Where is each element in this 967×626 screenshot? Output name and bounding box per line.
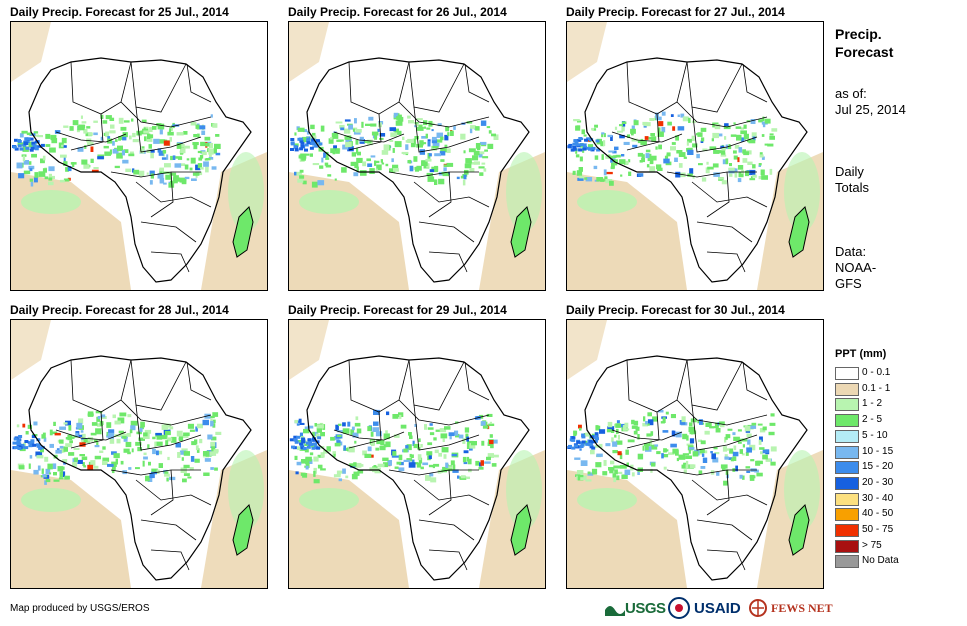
sidebar-title: Precip. Forecast	[835, 25, 893, 61]
legend-label: > 75	[862, 539, 882, 551]
legend-item: 15 - 20	[835, 461, 955, 475]
usaid-seal-icon	[668, 597, 690, 619]
legend-label: 5 - 10	[862, 429, 888, 441]
data-line3: GFS	[835, 276, 862, 291]
fews-globe-icon	[749, 599, 767, 617]
legend-label: 15 - 20	[862, 461, 894, 473]
legend-label: 1 - 2	[862, 398, 883, 410]
map-canvas	[567, 320, 823, 588]
map-canvas	[11, 22, 267, 290]
asof-label: as of:	[835, 86, 867, 101]
legend-swatch	[835, 461, 859, 475]
legend-item: 30 - 40	[835, 492, 955, 506]
africa-precip-map	[10, 21, 268, 291]
legend-label: 2 - 5	[862, 414, 883, 426]
legend-title: PPT (mm)	[835, 348, 887, 360]
legend-item: 0 - 0.1	[835, 367, 955, 380]
totals-line2: Totals	[835, 180, 869, 195]
legend-swatch	[835, 524, 859, 537]
legend-label: 40 - 50	[862, 508, 894, 520]
map-canvas	[289, 320, 545, 588]
legend-swatch	[835, 429, 859, 443]
legend-swatch	[835, 445, 859, 459]
legend-item: 5 - 10	[835, 429, 955, 443]
legend-label: 50 - 75	[862, 524, 894, 535]
fews-logo-text: FEWS NET	[771, 600, 833, 615]
legend-item: 1 - 2	[835, 398, 955, 412]
panel-title: Daily Precip. Forecast for 25 Jul., 2014	[10, 5, 229, 19]
legend-swatch	[835, 555, 859, 569]
totals-block: Daily Totals	[835, 164, 869, 196]
legend-label: 10 - 15	[862, 445, 894, 457]
africa-precip-map	[566, 21, 824, 291]
totals-line1: Daily	[835, 164, 864, 179]
legend-swatch	[835, 367, 859, 380]
panel-title: Daily Precip. Forecast for 29 Jul., 2014	[288, 303, 507, 317]
legend-item: 50 - 75	[835, 524, 955, 537]
legend-item: 2 - 5	[835, 414, 955, 428]
panel-title: Daily Precip. Forecast for 30 Jul., 2014	[566, 303, 785, 317]
sidebar-title-line2: Forecast	[835, 44, 894, 60]
africa-precip-map	[288, 319, 546, 589]
asof-date: Jul 25, 2014	[835, 102, 906, 117]
legend-item: 20 - 30	[835, 476, 955, 490]
legend-label: No Data	[862, 555, 899, 567]
usgs-logo-text: USGS	[625, 599, 666, 617]
map-credit: Map produced by USGS/EROS	[10, 603, 150, 614]
panel-title: Daily Precip. Forecast for 28 Jul., 2014	[10, 303, 229, 317]
legend-item: 10 - 15	[835, 445, 955, 459]
africa-precip-map	[10, 319, 268, 589]
panel-title: Daily Precip. Forecast for 26 Jul., 2014	[288, 5, 507, 19]
africa-precip-map	[566, 319, 824, 589]
legend-item: > 75	[835, 539, 955, 553]
legend-item: No Data	[835, 555, 955, 569]
data-line1: Data:	[835, 244, 867, 259]
usgs-logo: USGS	[605, 595, 666, 621]
map-canvas	[11, 320, 267, 588]
legend-label: 0 - 0.1	[862, 367, 891, 378]
legend-swatch	[835, 382, 859, 396]
data-source-block: Data: NOAA- GFS	[835, 244, 876, 292]
legend-item: 40 - 50	[835, 508, 955, 522]
map-canvas	[567, 22, 823, 290]
legend-item: 0.1 - 1	[835, 382, 955, 396]
sidebar-title-line1: Precip.	[835, 26, 882, 42]
legend-swatch	[835, 492, 859, 506]
legend-label: 20 - 30	[862, 476, 894, 488]
africa-precip-map	[288, 21, 546, 291]
legend-swatch	[835, 476, 859, 490]
usaid-logo-text: USAID	[694, 599, 741, 617]
asof-block: as of: Jul 25, 2014	[835, 86, 906, 118]
legend-swatch	[835, 414, 859, 428]
legend-swatch	[835, 398, 859, 412]
map-canvas	[289, 22, 545, 290]
legend-swatch	[835, 539, 859, 553]
panel-title: Daily Precip. Forecast for 27 Jul., 2014	[566, 5, 785, 19]
legend-label: 30 - 40	[862, 492, 894, 504]
usgs-wave-icon	[605, 606, 625, 616]
usaid-logo: USAID	[668, 595, 741, 621]
fews-net-logo: FEWS NET	[748, 595, 833, 621]
legend-swatch	[835, 508, 859, 522]
legend-label: 0.1 - 1	[862, 382, 891, 394]
data-line2: NOAA-	[835, 260, 877, 275]
